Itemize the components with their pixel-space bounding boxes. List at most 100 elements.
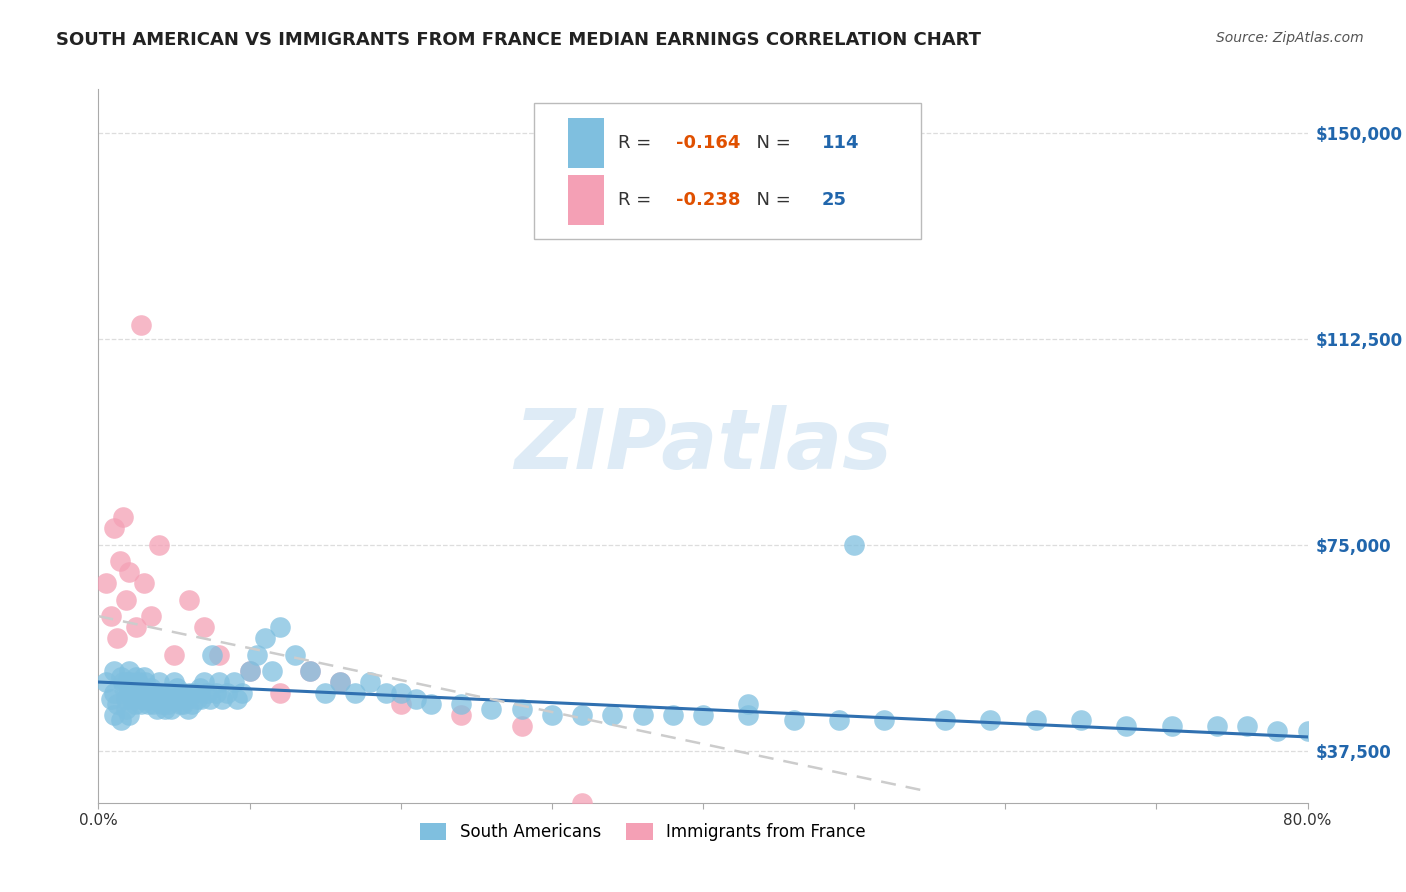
FancyBboxPatch shape [568,175,603,225]
Point [143,686,166,700]
Legend: South Americans, Immigrants from France: South Americans, Immigrants from France [413,816,872,848]
Point [224,675,246,690]
Text: ZIPatlas: ZIPatlas [515,406,891,486]
Point [934,714,956,728]
Point [103,521,125,535]
Point [118,686,141,700]
Point [121,681,143,695]
Point [135,686,157,700]
Point [195,686,218,700]
Point [344,686,367,700]
Point [149,686,172,700]
Point [1024,714,1046,728]
Point [118,708,141,723]
Text: SOUTH AMERICAN VS IMMIGRANTS FROM FRANCE MEDIAN EARNINGS CORRELATION CHART: SOUTH AMERICAN VS IMMIGRANTS FROM FRANCE… [56,31,981,49]
Point [284,648,307,662]
Point [153,702,176,716]
Point [146,702,169,716]
Point [124,697,146,711]
Point [100,609,122,624]
Point [737,708,759,723]
Point [132,691,155,706]
Point [152,691,174,706]
Point [1267,724,1289,739]
Point [1206,719,1229,733]
Point [186,691,208,706]
Point [129,697,152,711]
Point [540,708,562,723]
Point [134,675,156,690]
Point [190,691,212,706]
Point [692,708,714,723]
Point [174,691,197,706]
Point [125,691,148,706]
Point [169,697,191,711]
Point [1236,719,1258,733]
Point [141,609,163,624]
FancyBboxPatch shape [568,118,603,168]
Point [208,675,231,690]
Point [253,631,276,645]
Point [114,702,136,716]
Text: Source: ZipAtlas.com: Source: ZipAtlas.com [1216,31,1364,45]
Point [142,697,165,711]
Text: N =: N = [745,134,797,152]
Text: R =: R = [619,191,658,209]
Point [179,686,201,700]
Point [179,592,201,607]
Text: N =: N = [745,191,797,209]
Point [602,708,624,723]
Point [181,697,204,711]
Point [167,691,190,706]
Point [128,686,150,700]
Point [148,538,170,552]
Point [329,675,352,690]
Point [100,691,122,706]
Point [844,538,866,552]
Point [389,697,412,711]
Point [118,664,141,678]
Point [405,691,427,706]
Point [193,675,215,690]
Point [136,697,159,711]
Point [155,686,177,700]
Point [132,576,155,591]
Point [873,714,896,728]
Point [571,708,593,723]
Point [246,648,269,662]
Point [200,691,222,706]
Point [103,686,125,700]
Point [103,664,125,678]
Point [163,675,186,690]
Point [450,708,472,723]
Point [163,691,186,706]
Point [188,681,211,695]
Point [105,631,128,645]
Point [299,664,322,678]
Point [145,691,167,706]
Point [239,664,262,678]
Point [110,669,132,683]
Point [208,648,231,662]
Point [163,648,186,662]
Point [148,675,170,690]
Point [239,664,262,678]
FancyBboxPatch shape [534,103,921,239]
Point [156,697,179,711]
Point [118,566,141,580]
Point [450,697,472,711]
Point [661,708,683,723]
Point [1115,719,1137,733]
Point [979,714,1001,728]
Point [132,669,155,683]
Point [131,691,153,706]
Point [269,620,291,634]
Point [329,675,352,690]
Point [125,620,148,634]
Point [231,686,253,700]
Point [269,686,291,700]
Point [205,686,228,700]
Point [314,686,336,700]
Point [139,691,162,706]
Point [510,702,533,716]
